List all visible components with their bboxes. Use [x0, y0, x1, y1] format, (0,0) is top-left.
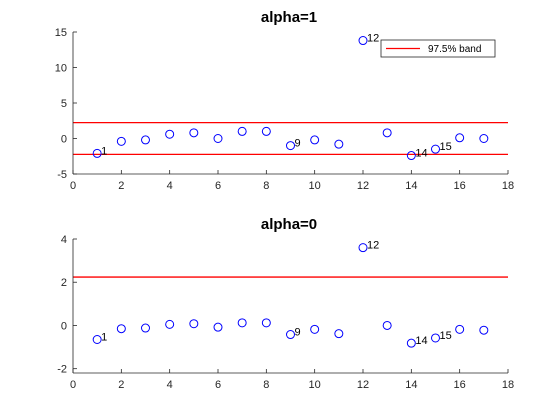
data-point-bottom	[165, 319, 175, 329]
y-tick-label-bottom: -2	[57, 364, 67, 376]
point-label-top: 15	[440, 141, 452, 153]
chart-title-bottom: alpha=0	[261, 216, 317, 233]
y-tick-label-bottom: 2	[61, 277, 67, 289]
data-point-top	[165, 129, 175, 139]
y-tick-label-top: -5	[57, 169, 67, 181]
data-point-top	[92, 148, 102, 158]
data-point-bottom	[382, 320, 392, 330]
data-point-top	[382, 128, 392, 138]
data-point-top	[431, 144, 440, 154]
y-tick-label-top: 0	[61, 134, 67, 146]
point-label-bottom: 9	[295, 327, 301, 339]
data-point-bottom	[92, 335, 102, 344]
data-point-bottom	[406, 338, 416, 348]
x-tick-label-bottom: 2	[118, 379, 124, 391]
x-tick-label-top: 16	[454, 180, 466, 192]
data-point-top	[334, 139, 344, 149]
point-label-bottom: 1	[101, 332, 107, 344]
x-tick-label-top: 4	[167, 180, 173, 192]
x-tick-label-bottom: 10	[309, 379, 321, 391]
y-tick-label-top: 10	[55, 63, 67, 75]
data-point-bottom	[479, 325, 489, 335]
x-tick-label-bottom: 4	[167, 379, 173, 391]
legend-box	[380, 39, 496, 58]
data-point-bottom	[237, 318, 247, 328]
data-point-bottom	[261, 318, 271, 328]
data-point-bottom	[141, 323, 150, 333]
data-point-top	[116, 136, 126, 146]
data-point-top	[310, 135, 320, 145]
data-point-top	[455, 133, 465, 143]
point-label-top: 9	[295, 138, 301, 150]
y-tick-label-bottom: 0	[61, 320, 67, 332]
point-label-top: 14	[415, 148, 427, 160]
x-tick-label-bottom: 12	[357, 379, 369, 391]
legend-label: 97.5% band	[428, 44, 481, 55]
data-point-bottom	[116, 324, 126, 334]
y-tick-label-top: 5	[61, 98, 67, 110]
data-point-bottom	[189, 319, 199, 329]
data-point-bottom	[310, 324, 320, 334]
x-tick-label-bottom: 6	[215, 379, 221, 391]
point-label-bottom: 15	[440, 330, 452, 342]
x-tick-label-bottom: 0	[70, 379, 76, 391]
x-tick-label-top: 12	[357, 180, 369, 192]
data-point-bottom	[431, 333, 440, 343]
point-label-top: 1	[101, 145, 107, 157]
x-tick-label-top: 0	[70, 180, 76, 192]
y-tick-label-top: 15	[55, 27, 67, 39]
data-point-top	[189, 128, 199, 138]
x-tick-label-bottom: 14	[405, 379, 417, 391]
data-point-bottom	[213, 322, 223, 332]
data-point-top	[406, 151, 416, 161]
x-tick-label-top: 10	[309, 180, 321, 192]
data-point-top	[286, 141, 295, 151]
point-label-top: 12	[367, 33, 379, 45]
data-point-bottom	[358, 243, 368, 253]
x-tick-label-bottom: 18	[502, 379, 514, 391]
x-tick-label-top: 14	[405, 180, 417, 192]
data-point-bottom	[334, 329, 344, 339]
data-point-top	[141, 135, 150, 145]
data-point-bottom	[286, 330, 295, 340]
x-tick-label-bottom: 8	[263, 379, 269, 391]
x-tick-label-top: 8	[263, 180, 269, 192]
x-tick-label-top: 2	[118, 180, 124, 192]
data-point-bottom	[455, 324, 465, 334]
x-tick-label-bottom: 16	[454, 379, 466, 391]
y-tick-label-bottom: 4	[61, 234, 67, 246]
x-tick-label-top: 18	[502, 180, 514, 192]
data-point-top	[213, 134, 223, 143]
data-point-top	[261, 126, 271, 136]
point-label-bottom: 12	[367, 240, 379, 252]
x-tick-label-top: 6	[215, 180, 221, 192]
chart-top: alpha=1 0 2 4 6 8 10 12 14 16 18-505101519121415 …	[55, 9, 514, 192]
data-point-top	[237, 126, 247, 136]
data-point-top	[479, 134, 489, 143]
data-point-top	[358, 36, 368, 46]
point-label-bottom: 14	[415, 335, 427, 347]
legend: 97.5% band	[380, 39, 496, 58]
chart-title-top: alpha=1	[261, 9, 317, 26]
